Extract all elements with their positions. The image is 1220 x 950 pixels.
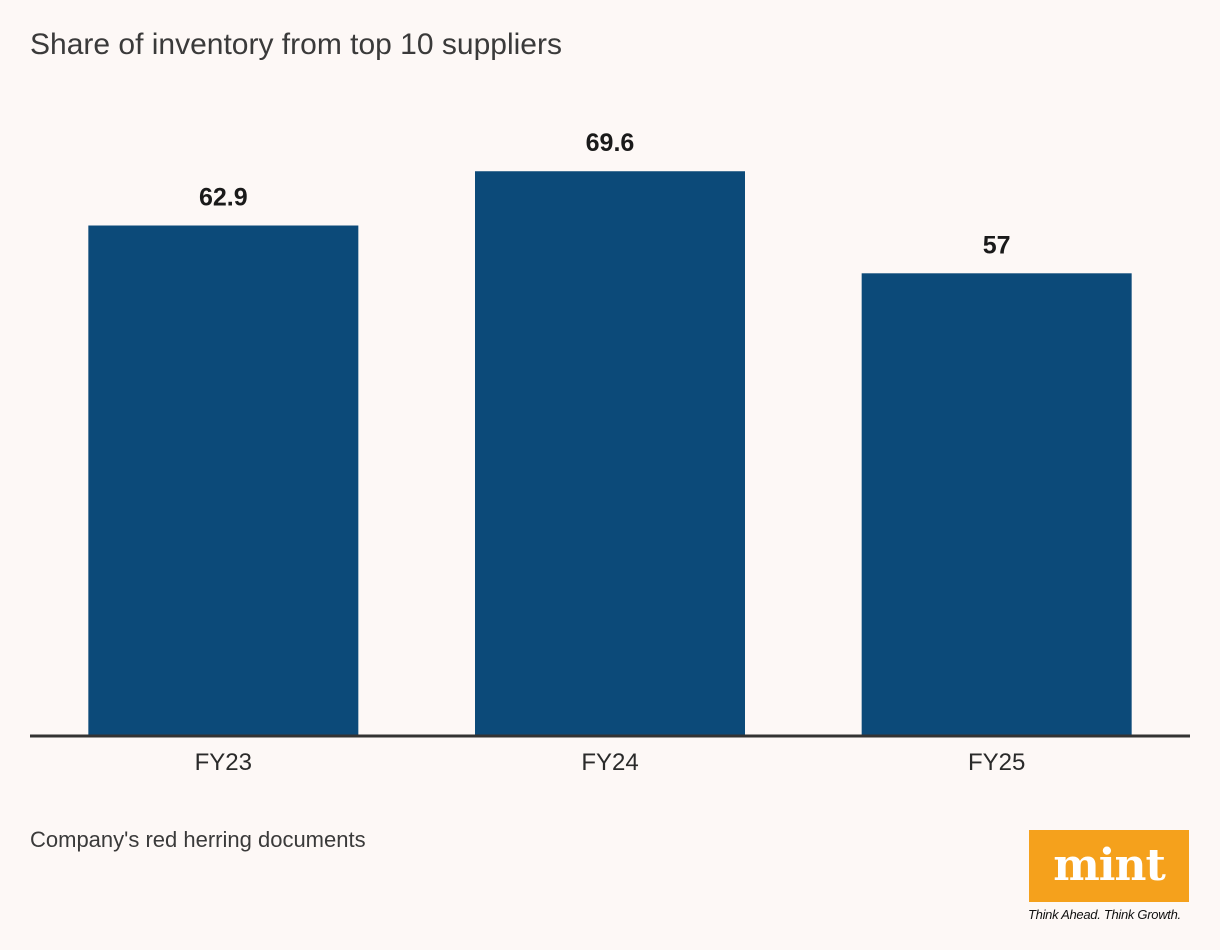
brand-block: mint Think Ahead. Think Growth. (1028, 830, 1192, 922)
value-label-fy23: 62.9 (199, 184, 248, 212)
value-label-fy25: 57 (983, 231, 1011, 259)
bar-fy23 (88, 225, 359, 735)
x-tick-label-fy25: FY25 (968, 749, 1025, 776)
source-note: Company's red herring documents (30, 827, 366, 852)
x-tick-label-fy24: FY24 (581, 749, 638, 776)
x-tick-label-fy23: FY23 (195, 749, 252, 776)
bar-fy24 (475, 171, 745, 736)
chart-title: Share of inventory from top 10 suppliers (30, 28, 562, 61)
brand-tagline: Think Ahead. Think Growth. (1028, 907, 1181, 922)
bar-fy25 (861, 273, 1132, 735)
value-label-fy24: 69.6 (586, 129, 635, 157)
mint-logo: mint (1029, 830, 1189, 902)
